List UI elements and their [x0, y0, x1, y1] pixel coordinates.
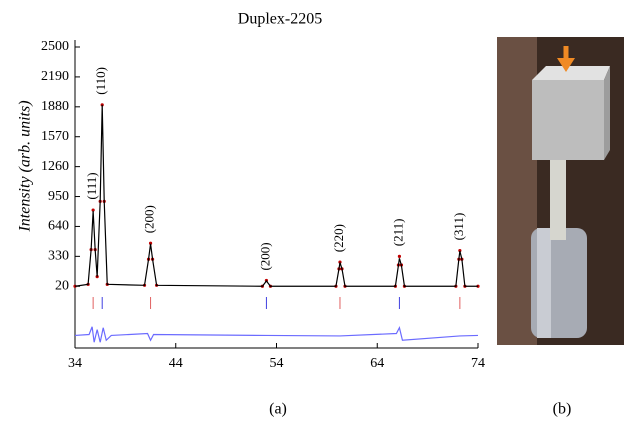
cylinder-highlight [537, 228, 551, 338]
observed-point [91, 208, 95, 212]
series-line-calculated [74, 104, 478, 287]
y-tick-label: 330 [48, 249, 69, 264]
caption-a: (a) [269, 401, 287, 418]
arrow-head [557, 58, 575, 72]
x-tick-label: 54 [270, 356, 284, 371]
series-line-difference [74, 326, 479, 343]
y-tick-label: 950 [48, 189, 69, 204]
observed-point [458, 248, 462, 253]
peak-label: (111) [84, 172, 99, 199]
x-tick-label: 74 [471, 356, 485, 371]
observed-point [397, 254, 402, 258]
y-tick-label: 20 [55, 278, 69, 293]
peak-label: (211) [390, 219, 405, 247]
cube-front [532, 80, 604, 160]
y-tick-label: 1880 [41, 99, 69, 114]
y-axis-label: Intensity (arb. units) [17, 100, 34, 232]
observed-point [148, 241, 153, 245]
x-tick-label: 64 [370, 356, 384, 371]
peak-label: (200) [142, 205, 157, 233]
peak-label: (200) [257, 242, 272, 270]
y-tick-label: 2500 [41, 39, 69, 54]
y-tick-label: 640 [48, 219, 69, 234]
y-tick-label: 2190 [41, 69, 69, 84]
photo-shade [497, 37, 537, 345]
cube-top [532, 66, 610, 80]
photo [497, 37, 624, 345]
chart-title: Duplex-2205 [238, 11, 322, 28]
x-tick-label: 44 [169, 356, 183, 371]
observed-point [338, 260, 342, 264]
x-tick-label: 34 [68, 356, 82, 371]
y-tick-label: 1260 [41, 159, 69, 174]
peak-label: (311) [451, 213, 466, 241]
peak-label: (110) [93, 67, 108, 95]
caption-b: (b) [553, 401, 572, 418]
rod [550, 160, 566, 240]
y-tick-label: 1570 [41, 129, 69, 144]
cube-side [604, 66, 610, 160]
peak-label: (220) [331, 224, 346, 252]
